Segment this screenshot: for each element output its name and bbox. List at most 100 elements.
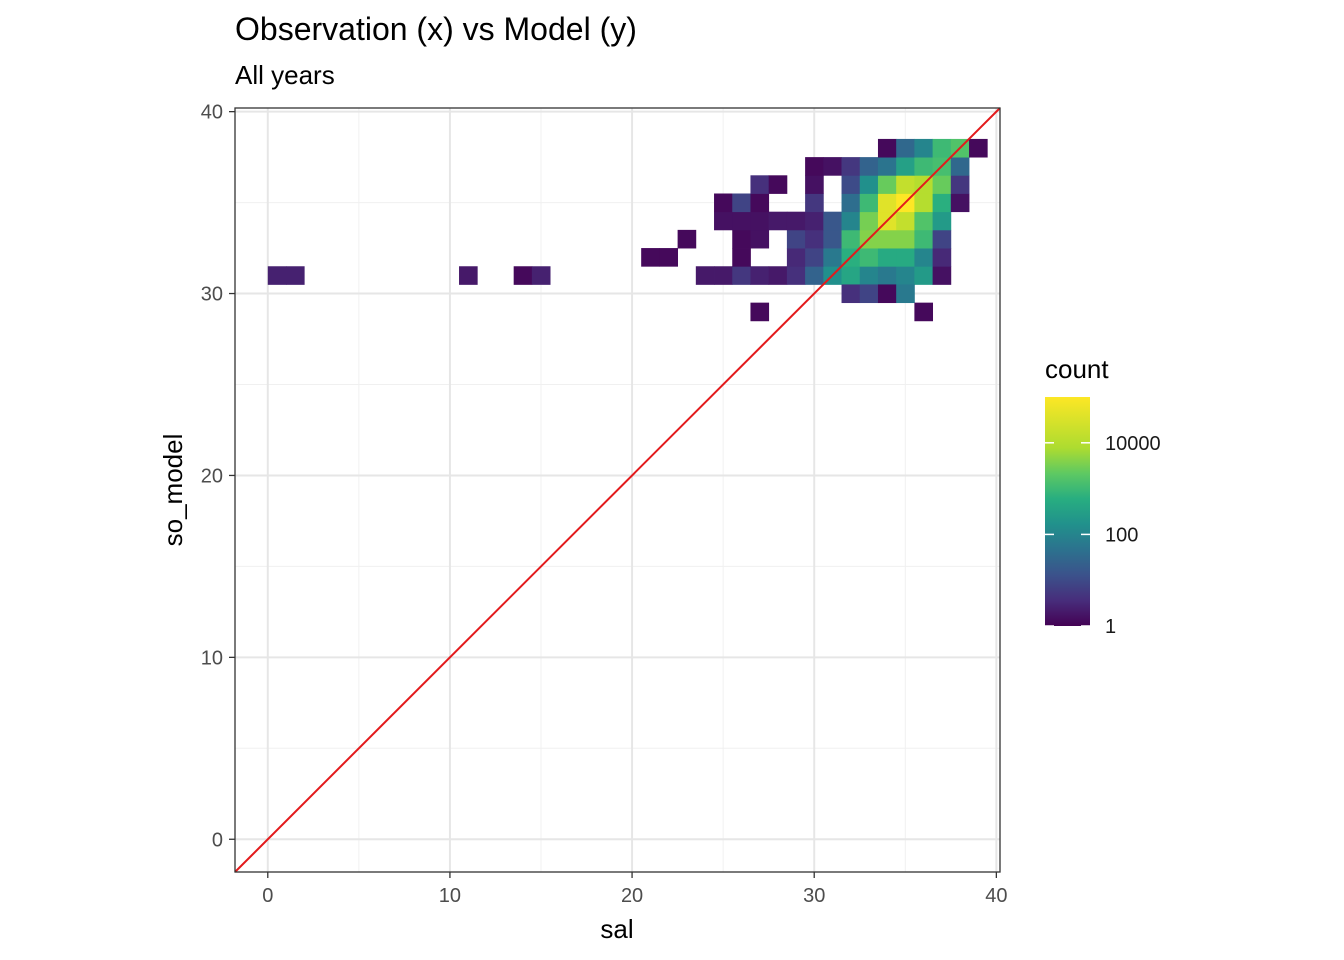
heatmap-bin	[859, 175, 879, 194]
heatmap-bin	[969, 138, 988, 158]
heatmap-bin	[805, 266, 824, 285]
y-tick-label: 40	[201, 102, 223, 124]
heatmap-bin	[750, 266, 770, 285]
legend-label: 100	[1105, 524, 1138, 546]
heatmap-bin	[896, 229, 915, 249]
heatmap-bin	[513, 266, 533, 285]
heatmap-bin	[950, 175, 970, 194]
chart-subtitle: All years	[235, 60, 335, 90]
heatmap-bin	[841, 266, 861, 285]
heatmap-bin	[732, 266, 751, 285]
heatmap-bin	[896, 211, 915, 231]
y-axis-title: so_model	[158, 434, 188, 547]
heatmap-bin	[841, 175, 861, 194]
heatmap-bin	[750, 229, 770, 249]
y-tick-label: 0	[212, 829, 223, 851]
heatmap-bin	[896, 266, 915, 285]
heatmap-bin	[805, 175, 824, 194]
x-tick-label: 10	[439, 885, 461, 907]
heatmap-bin	[641, 248, 660, 267]
legend-label: 10000	[1105, 433, 1161, 455]
heatmap-bin	[267, 266, 287, 285]
heatmap-bin	[459, 266, 478, 285]
heatmap-bin	[877, 138, 897, 158]
heatmap-bin	[841, 284, 861, 304]
heatmap-bin	[768, 266, 788, 285]
heatmap-bin	[805, 193, 824, 213]
heatmap-bin	[877, 157, 897, 176]
heatmap-bin	[786, 211, 806, 231]
x-tick-label: 20	[621, 885, 643, 907]
x-tick-label: 0	[262, 885, 273, 907]
heatmap-bin	[877, 284, 897, 304]
heatmap-bin	[732, 229, 751, 249]
heatmap-bin	[914, 211, 934, 231]
heatmap-bin	[932, 248, 952, 267]
heatmap-bin	[659, 248, 679, 267]
heatmap-bin	[859, 157, 879, 176]
heatmap-bin	[841, 211, 861, 231]
heatmap-bin	[786, 248, 806, 267]
heatmap-bin	[786, 266, 806, 285]
heatmap-bin	[914, 248, 934, 267]
heatmap-bin	[823, 248, 842, 267]
heatmap-bin	[932, 138, 952, 158]
heatmap-bin	[859, 193, 879, 213]
heatmap-bin	[859, 284, 879, 304]
heatmap-bin	[896, 157, 915, 176]
heatmap-bin	[914, 193, 934, 213]
x-tick-label: 30	[803, 885, 825, 907]
heatmap-bin	[950, 193, 970, 213]
heatmap-bin	[914, 229, 934, 249]
heatmap-bin	[877, 175, 897, 194]
heatmap-bin	[877, 193, 897, 213]
y-tick-label: 30	[201, 284, 223, 306]
y-tick-label: 20	[201, 465, 223, 487]
heatmap-bin	[823, 229, 842, 249]
heatmap-bin	[896, 175, 915, 194]
heatmap-bin	[732, 193, 751, 213]
grid-lines	[235, 108, 1000, 872]
heatmap-bin	[805, 157, 824, 176]
heatmap-bin	[932, 193, 952, 213]
heatmap-bin	[877, 248, 897, 267]
heatmap-bin	[914, 302, 934, 322]
heatmap-bin	[286, 266, 305, 285]
heatmap-bin	[914, 138, 934, 158]
heatmap-bin	[823, 157, 842, 176]
heatmap-bin	[932, 266, 952, 285]
heatmap-bin	[750, 211, 770, 231]
heatmap-bin	[932, 229, 952, 249]
legend-title: count	[1045, 354, 1109, 384]
legend: count 1 100 10000	[1045, 354, 1161, 638]
heatmap-bin	[877, 266, 897, 285]
panel-border	[234, 107, 1001, 873]
heatmap-bin	[768, 211, 788, 231]
x-axis-title: sal	[600, 914, 633, 944]
chart-title: Observation (x) vs Model (y)	[235, 11, 637, 47]
heatmap-bin	[841, 193, 861, 213]
heatmap-bin	[732, 248, 751, 267]
heatmap-bin	[805, 229, 824, 249]
heatmap-bin	[695, 266, 715, 285]
heatmap-bin	[732, 211, 751, 231]
legend-ticks: 1 100 10000	[1045, 433, 1161, 638]
heatmap-bin	[914, 266, 934, 285]
heatmap-bin	[932, 211, 952, 231]
heatmap-bin	[714, 266, 733, 285]
heatmap-bin	[950, 157, 970, 176]
heatmap-bins	[267, 138, 988, 322]
heatmap-bin	[859, 266, 879, 285]
heatmap-bin	[896, 138, 915, 158]
reference-line	[234, 107, 1001, 873]
heatmap-bin	[896, 284, 915, 304]
heatmap-bin	[805, 211, 824, 231]
heatmap-bin	[859, 248, 879, 267]
legend-colorbar	[1045, 397, 1090, 626]
axes: 0 10 20 30 40 0 10 20 30 40	[201, 102, 1008, 907]
x-tick-label: 40	[985, 885, 1007, 907]
legend-label: 1	[1105, 616, 1116, 638]
reference-line-layer	[234, 107, 1001, 873]
heatmap-bin	[714, 211, 733, 231]
